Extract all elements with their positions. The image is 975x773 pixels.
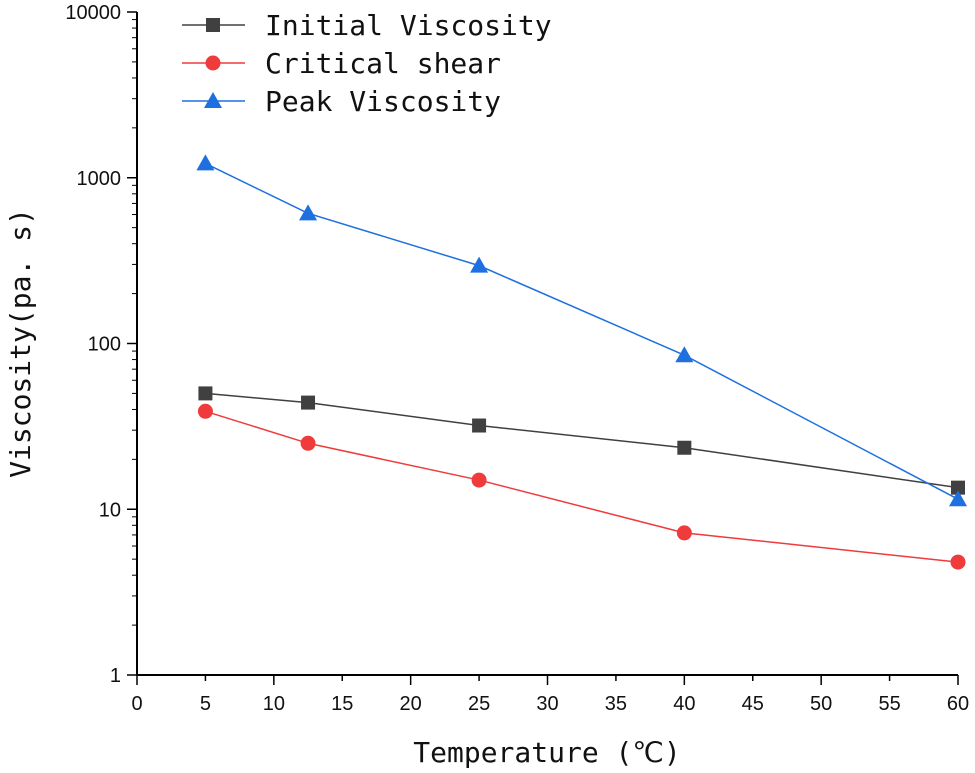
series-line — [205, 410, 959, 563]
x-tick-label: 10 — [263, 693, 285, 715]
data-point — [675, 346, 694, 363]
legend-item: Critical shear — [182, 47, 501, 80]
legend-marker — [204, 92, 222, 108]
legend-label: Initial Viscosity — [265, 9, 552, 42]
y-axis-title: Viscosity(pa. s) — [4, 208, 37, 478]
x-tick-label: 55 — [878, 693, 900, 715]
data-point — [470, 256, 489, 273]
data-point — [197, 403, 213, 419]
y-tick-label: 10 — [99, 499, 121, 521]
plot-area — [136, 12, 958, 676]
data-point — [471, 472, 487, 488]
legend-item: Peak Viscosity — [182, 85, 501, 118]
x-tick-label: 40 — [673, 693, 695, 715]
data-point — [949, 490, 967, 507]
y-tick-label: 1000 — [77, 168, 122, 190]
series-initial-viscosity — [198, 386, 965, 495]
data-point — [196, 154, 215, 171]
data-point — [472, 418, 487, 433]
legend: Initial Viscosity Critical shear Peak Visc… — [182, 9, 552, 118]
y-tick-label: 100 — [88, 334, 121, 356]
x-axis-title: Temperature (℃) — [413, 736, 680, 769]
x-tick-label: 35 — [605, 693, 627, 715]
y-tick-label: 10000 — [65, 2, 121, 24]
legend-label: Critical shear — [265, 47, 501, 80]
data-point — [299, 204, 318, 221]
data-point — [301, 395, 316, 410]
x-tick-label: 20 — [400, 693, 422, 715]
x-tick-label: 5 — [200, 693, 211, 715]
x-tick-label: 50 — [810, 693, 832, 715]
data-point — [950, 554, 966, 570]
data-point — [951, 480, 965, 495]
data-point — [677, 440, 692, 455]
data-point — [676, 525, 692, 541]
data-point — [198, 386, 213, 401]
y-tick-label: 1 — [110, 665, 121, 687]
series-peak-viscosity — [196, 154, 967, 507]
x-tick-label: 25 — [468, 693, 490, 715]
series-layer — [196, 154, 967, 570]
x-tick-label: 30 — [536, 693, 558, 715]
legend-label: Peak Viscosity — [265, 85, 501, 118]
y-ticks: 1 10 100 1000 10000 — [65, 2, 137, 687]
x-tick-label: 45 — [742, 693, 764, 715]
data-point — [300, 435, 316, 451]
series-line — [205, 162, 959, 500]
x-tick-label: 0 — [131, 693, 142, 715]
legend-marker — [205, 55, 221, 71]
x-ticks: 0 5 10 15 20 25 30 35 40 45 50 55 60 — [131, 675, 969, 715]
series-critical-shear — [197, 403, 966, 570]
legend-item: Initial Viscosity — [182, 9, 552, 42]
x-tick-label: 15 — [331, 693, 353, 715]
legend-marker — [206, 18, 220, 32]
x-tick-label: 60 — [947, 693, 969, 715]
